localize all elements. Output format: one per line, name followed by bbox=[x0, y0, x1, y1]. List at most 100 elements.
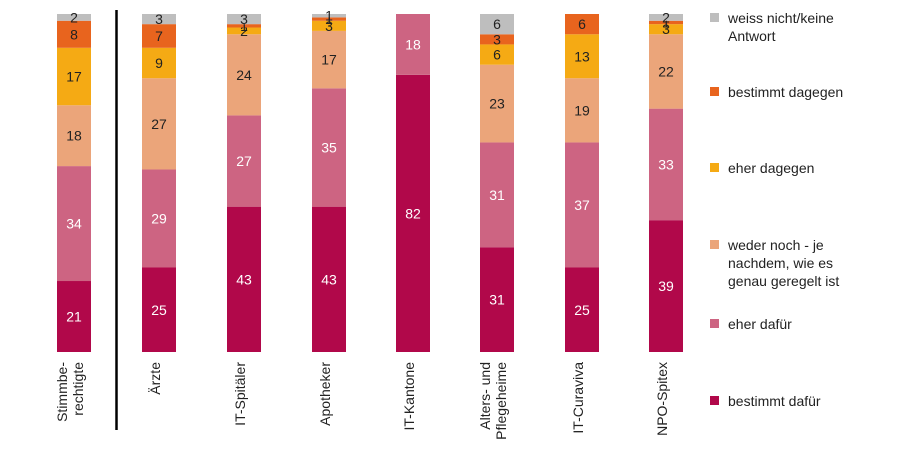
data-label: 27 bbox=[151, 116, 167, 132]
data-label: 29 bbox=[151, 210, 167, 226]
legend-swatch-neither bbox=[710, 240, 719, 249]
data-label: 18 bbox=[405, 36, 421, 52]
bar-segment bbox=[57, 14, 91, 21]
bar-segment bbox=[57, 281, 91, 352]
bar-segment bbox=[312, 17, 346, 21]
bar-segment bbox=[142, 47, 176, 79]
legend-label-rather-for: eher dafür bbox=[728, 316, 792, 332]
data-label: 13 bbox=[574, 48, 590, 64]
data-label: 3 bbox=[240, 11, 248, 27]
category-label: Stimmbe-rechtigte bbox=[54, 362, 86, 422]
legend-label-rather-against: eher dagegen bbox=[728, 160, 815, 176]
bar-segment bbox=[396, 74, 430, 352]
data-label: 43 bbox=[321, 271, 337, 287]
category-label: IT-Curaviva bbox=[570, 362, 586, 434]
bar-segment bbox=[312, 14, 346, 18]
data-label: 19 bbox=[574, 102, 590, 118]
bar-segment bbox=[565, 14, 599, 35]
data-label: 17 bbox=[321, 52, 337, 68]
bar-segment bbox=[312, 88, 346, 207]
bar-segment bbox=[565, 267, 599, 352]
bar-stack: 82 18 bbox=[396, 14, 430, 352]
category-label: Alters- undPflegeheime bbox=[477, 362, 509, 440]
bar-segment bbox=[649, 108, 683, 221]
legend-label-neither: weder noch - je nachdem, wie es genau ge… bbox=[728, 237, 840, 289]
data-label: 2 bbox=[662, 9, 670, 25]
legend-swatch-strongly-against bbox=[710, 87, 719, 96]
chart-plot-area: 2134181782Stimmbe-rechtigte252927973Ärzt… bbox=[54, 8, 683, 440]
bar-segment bbox=[312, 30, 346, 89]
data-label: 24 bbox=[236, 67, 252, 83]
bar-segment bbox=[142, 169, 176, 268]
bar-stack: 25 29 27 9 73 bbox=[142, 11, 176, 352]
data-label: 6 bbox=[493, 16, 501, 32]
bar-segment bbox=[57, 47, 91, 106]
data-label: 22 bbox=[658, 63, 674, 79]
category-label: NPO-Spitex bbox=[654, 362, 670, 436]
bar-segment bbox=[227, 206, 261, 352]
bar-segment bbox=[142, 78, 176, 170]
bar-segment bbox=[312, 20, 346, 31]
data-label: 27 bbox=[236, 153, 252, 169]
bar-segment bbox=[227, 27, 261, 35]
bar-segment bbox=[480, 142, 514, 248]
legend-swatch-strongly-for bbox=[710, 396, 719, 405]
bar-segment bbox=[227, 34, 261, 116]
chart-legend: weiss nicht/keine Antwort bestimmt dageg… bbox=[710, 0, 915, 457]
data-label: 21 bbox=[66, 309, 82, 325]
bar-segment bbox=[565, 142, 599, 268]
bar-segment bbox=[396, 14, 430, 75]
data-label: 3 bbox=[662, 21, 670, 37]
category-label: IT-Spitäler bbox=[232, 362, 248, 426]
bar-segment bbox=[480, 247, 514, 352]
data-label: 1 bbox=[325, 11, 333, 27]
bar-stack: 43 27 24 213 bbox=[227, 11, 261, 352]
bar-segment bbox=[227, 115, 261, 207]
bar-segment bbox=[142, 267, 176, 352]
data-label: 9 bbox=[155, 55, 163, 71]
data-label: 6 bbox=[493, 47, 501, 63]
bar-segment bbox=[312, 206, 346, 352]
bar-stack: 25 37 19 13 6 bbox=[565, 14, 599, 352]
data-label: 43 bbox=[236, 271, 252, 287]
data-label: 25 bbox=[151, 302, 167, 318]
bar-segment bbox=[142, 14, 176, 25]
bar-segment bbox=[565, 78, 599, 143]
bar-segment bbox=[227, 24, 261, 28]
bar-segment bbox=[57, 105, 91, 167]
data-label: 1 bbox=[325, 8, 333, 24]
bar-stack: 39 33 22 312 bbox=[649, 9, 683, 352]
bar-segment bbox=[480, 64, 514, 143]
bar-segment bbox=[565, 34, 599, 79]
data-label: 7 bbox=[155, 28, 163, 44]
data-label: 6 bbox=[578, 16, 586, 32]
data-label: 3 bbox=[493, 31, 501, 47]
data-label: 18 bbox=[66, 128, 82, 144]
legend-swatch-rather-for bbox=[710, 319, 719, 328]
bar-segment bbox=[480, 44, 514, 65]
data-label: 39 bbox=[658, 278, 674, 294]
data-label: 31 bbox=[489, 292, 505, 308]
legend-label-no-answer: weiss nicht/keine Antwort bbox=[728, 10, 834, 44]
bar-segment bbox=[649, 220, 683, 352]
data-label: 2 bbox=[70, 9, 78, 25]
category-label: Apotheker bbox=[317, 362, 333, 426]
bar-segment bbox=[480, 14, 514, 35]
data-label: 2 bbox=[240, 23, 248, 39]
bar-stack: 31 31 23 636 bbox=[480, 14, 514, 352]
legend-label-strongly-against: bestimmt dagegen bbox=[728, 84, 844, 100]
bar-segment bbox=[480, 34, 514, 45]
data-label: 34 bbox=[66, 216, 82, 232]
data-label: 33 bbox=[658, 156, 674, 172]
data-label: 3 bbox=[155, 11, 163, 27]
data-label: 25 bbox=[574, 302, 590, 318]
bar-segment bbox=[142, 24, 176, 48]
bar-segment bbox=[57, 20, 91, 48]
data-label: 35 bbox=[321, 140, 337, 156]
data-label: 17 bbox=[66, 69, 82, 85]
category-label: IT-Kantone bbox=[401, 362, 417, 431]
bar-segment bbox=[57, 166, 91, 282]
data-label: 37 bbox=[574, 197, 590, 213]
